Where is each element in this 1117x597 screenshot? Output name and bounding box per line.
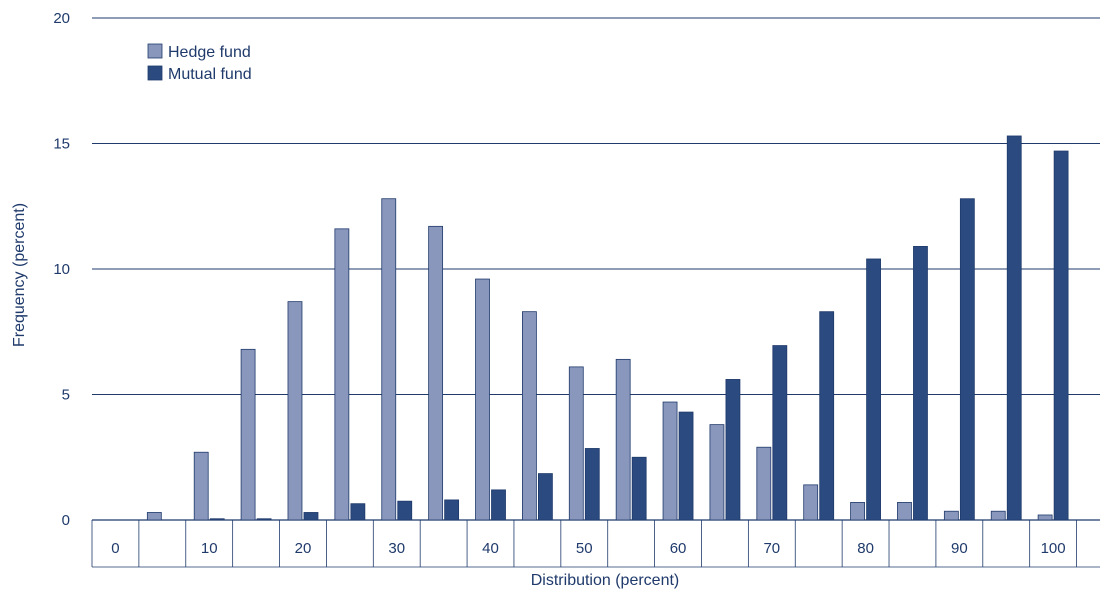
x-tick-label: 10 xyxy=(201,540,218,557)
x-tick-label: 100 xyxy=(1041,540,1066,557)
x-tick-label: 50 xyxy=(576,540,593,557)
bar-mutual-fund xyxy=(913,246,928,521)
bar-hedge-fund xyxy=(146,512,162,521)
bars xyxy=(146,135,1069,521)
bar-hedge-fund xyxy=(850,502,865,521)
bar-mutual-fund xyxy=(631,456,647,521)
bar-hedge-fund xyxy=(943,510,959,521)
legend-swatch-mutual-fund xyxy=(147,65,163,81)
bar-mutual-fund xyxy=(772,345,788,521)
y-tick-label: 0 xyxy=(62,512,70,529)
x-axis-label: Distribution (percent) xyxy=(531,572,680,589)
x-tick-label: 80 xyxy=(857,540,874,557)
y-axis-ticks: 0 5 10 15 20 xyxy=(53,10,70,529)
x-tick-label: 20 xyxy=(295,540,312,557)
x-tick-label: 40 xyxy=(482,540,499,557)
bar-hedge-fund xyxy=(709,424,725,521)
bar-hedge-fund xyxy=(615,358,631,521)
bar-hedge-fund xyxy=(240,348,256,521)
bar-mutual-fund xyxy=(256,518,272,521)
bar-mutual-fund xyxy=(1053,150,1069,521)
y-tick-label: 20 xyxy=(53,10,70,27)
bar-hedge-fund xyxy=(287,301,303,521)
y-axis-label: Frequency (percent) xyxy=(11,203,28,347)
x-tick-label: 0 xyxy=(111,540,119,557)
y-tick-label: 5 xyxy=(62,387,70,404)
y-tick-label: 10 xyxy=(53,261,70,278)
bar-hedge-fund xyxy=(897,502,912,521)
bar-mutual-fund xyxy=(1006,135,1022,521)
bar-mutual-fund xyxy=(303,512,319,521)
bar-hedge-fund xyxy=(193,451,209,521)
legend: Hedge fund Mutual fund xyxy=(147,43,252,83)
bar-mutual-fund xyxy=(537,473,553,521)
legend-label-hedge-fund: Hedge fund xyxy=(168,44,251,61)
bar-hedge-fund xyxy=(334,228,350,521)
bar-mutual-fund xyxy=(866,258,881,521)
bar-hedge-fund xyxy=(521,311,537,521)
bar-mutual-fund xyxy=(350,503,366,521)
x-tick-label: 60 xyxy=(670,540,687,557)
bar-mutual-fund xyxy=(209,518,225,521)
y-tick-label: 15 xyxy=(53,136,70,153)
x-tick-label: 90 xyxy=(951,540,968,557)
bar-hedge-fund xyxy=(756,446,772,521)
bar-mutual-fund xyxy=(819,311,835,521)
bar-mutual-fund xyxy=(444,499,460,521)
bar-mutual-fund xyxy=(397,500,413,521)
bar-mutual-fund xyxy=(678,411,694,521)
bar-mutual-fund xyxy=(584,448,600,521)
bar-hedge-fund xyxy=(1037,514,1053,521)
bar-hedge-fund xyxy=(568,366,584,521)
bar-mutual-fund xyxy=(725,379,741,521)
bar-hedge-fund xyxy=(990,510,1006,521)
legend-swatch-hedge-fund xyxy=(147,43,163,59)
bar-hedge-fund xyxy=(381,198,397,521)
x-tick-label: 70 xyxy=(763,540,780,557)
x-axis: 0 10 20 30 40 50 60 70 80 90 100 xyxy=(91,520,1100,568)
bar-hedge-fund xyxy=(803,484,819,521)
legend-label-mutual-fund: Mutual fund xyxy=(168,66,252,83)
bar-hedge-fund xyxy=(662,401,678,521)
bar-hedge-fund xyxy=(475,278,490,521)
bar-hedge-fund xyxy=(428,225,444,521)
bar-mutual-fund xyxy=(491,489,506,521)
bar-mutual-fund xyxy=(959,198,975,521)
x-tick-label: 30 xyxy=(388,540,405,557)
